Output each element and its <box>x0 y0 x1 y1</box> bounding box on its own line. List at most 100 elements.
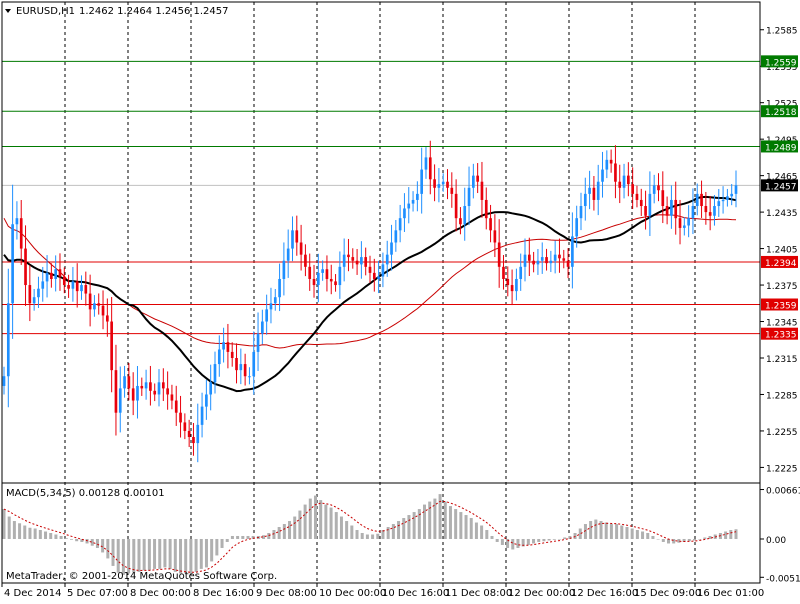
macd-bar <box>23 525 27 539</box>
bull-candle <box>596 181 600 200</box>
bull-candle <box>213 364 217 383</box>
macd-bar <box>204 538 208 568</box>
macd-bar <box>153 538 157 569</box>
bull-candle <box>437 184 441 188</box>
bull-candle <box>553 254 557 261</box>
macd-bar <box>677 538 681 543</box>
y-tick-label: 1.2285 <box>766 391 798 401</box>
macd-bar <box>251 535 255 539</box>
bear-candle <box>506 278 510 286</box>
bear-candle <box>299 242 303 255</box>
bull-candle <box>713 206 716 216</box>
dropdown-triangle-icon[interactable] <box>5 9 11 13</box>
macd-bar <box>184 538 188 574</box>
macd-bar <box>609 524 613 539</box>
macd-bar <box>215 538 219 556</box>
bull-candle <box>316 272 320 286</box>
bull-candle <box>390 242 393 255</box>
macd-bar <box>179 538 183 574</box>
resistance-level-tag <box>761 140 798 153</box>
bull-candle <box>256 333 260 352</box>
macd-axis-labels: 0.00661 0.00 -0.00512 <box>760 487 800 584</box>
y-tick-label: 1.2435 <box>766 209 798 219</box>
bull-candle <box>403 208 406 219</box>
bull-candle <box>398 218 402 231</box>
bull-candle <box>515 278 518 292</box>
bear-candle <box>84 285 88 294</box>
bull-candle <box>93 303 96 310</box>
bear-candle <box>62 276 66 286</box>
macd-bar <box>547 538 551 541</box>
x-tick-label: 5 Dec 07:00 <box>67 588 128 599</box>
bear-candle <box>24 248 27 286</box>
x-tick-label: 15 Dec 09:00 <box>634 588 701 599</box>
macd-signal-line <box>3 500 737 573</box>
bear-candle <box>484 199 488 219</box>
macd-bar <box>724 531 728 539</box>
bear-candle <box>192 437 195 444</box>
bull-candle <box>41 281 45 289</box>
macd-bar <box>293 516 297 539</box>
macd-bar <box>282 524 286 539</box>
bull-candle <box>540 257 544 261</box>
macd-bar <box>469 518 473 539</box>
y-tick-label: 1.2585 <box>766 27 798 37</box>
macd-bar <box>241 535 245 539</box>
bull-candle <box>734 185 738 194</box>
moving-averages <box>3 195 737 393</box>
bear-candle <box>708 212 712 216</box>
bear-candle <box>170 394 174 401</box>
bear-candle <box>510 285 514 292</box>
macd-bar <box>324 504 328 539</box>
macd-bar <box>428 501 432 539</box>
bull-candle <box>682 225 686 228</box>
bear-candle <box>308 266 312 279</box>
bull-candle <box>273 297 277 304</box>
resistance-level-tag <box>761 55 798 68</box>
macd-bar <box>158 538 162 569</box>
macd-bar <box>303 504 307 539</box>
macd-bar <box>189 538 193 574</box>
bull-candle <box>523 254 527 267</box>
macd-bar <box>604 522 608 539</box>
bull-candle <box>579 206 583 219</box>
bear-candle <box>657 185 660 191</box>
bull-candle <box>252 351 256 377</box>
bear-candle <box>312 278 316 286</box>
bear-candle <box>131 388 135 401</box>
macd-bar <box>578 528 582 539</box>
bear-candle <box>433 179 436 188</box>
resistance-level-label: 1.2489 <box>765 143 797 153</box>
bull-candle <box>571 236 574 267</box>
chart-header: EURUSD,H1 1.2462 1.2464 1.2456 1.2457 <box>5 6 229 17</box>
macd-bar <box>101 538 105 553</box>
macd-bar <box>329 507 333 539</box>
bear-candle <box>454 193 458 219</box>
macd-bar <box>583 524 587 539</box>
bear-candle <box>631 184 634 194</box>
bull-candle <box>239 364 243 371</box>
bear-candle <box>446 181 449 188</box>
resistance-level-tag <box>761 105 798 118</box>
bull-candle <box>519 266 523 279</box>
y-tick-label: 1.2315 <box>766 355 798 365</box>
macd-bar <box>360 533 364 539</box>
level-labels: 1.2559 1.2518 1.2489 1.2394 1.2359 1.2335 1.24… <box>761 55 798 341</box>
macd-bar <box>397 521 401 539</box>
bull-candle <box>411 199 415 204</box>
macd-bar <box>18 523 22 539</box>
bear-candle <box>450 187 454 194</box>
macd-bar <box>490 535 494 539</box>
macd-bar <box>173 538 177 572</box>
bear-candle <box>304 254 307 267</box>
macd-bar <box>516 538 520 548</box>
macd-header: MACD(5,34,5) 0.00128 0.00101 <box>6 488 165 499</box>
y-tick-label: 1.2255 <box>766 428 798 438</box>
bull-candle <box>407 203 411 209</box>
x-tick-label: 8 Dec 00:00 <box>130 588 191 599</box>
macd-y-tick-label: -0.00512 <box>766 574 800 584</box>
macd-bar <box>589 521 593 539</box>
macd-bar <box>537 538 541 542</box>
